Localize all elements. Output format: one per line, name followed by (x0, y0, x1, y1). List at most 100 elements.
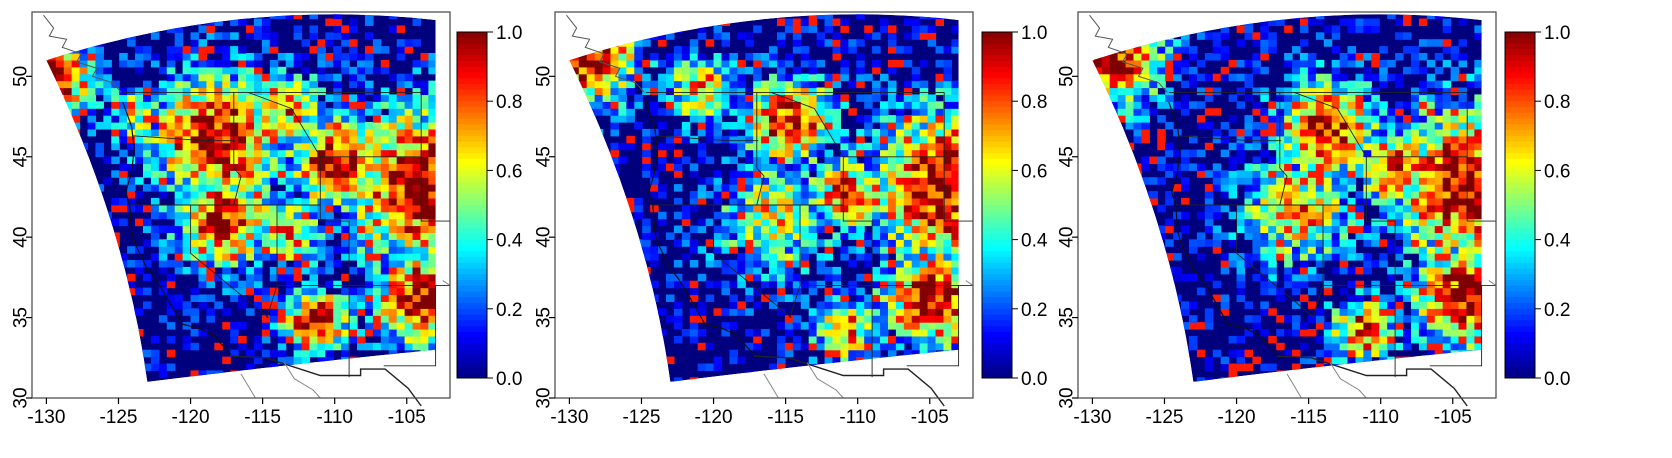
grid-cell (919, 253, 929, 261)
grid-cell (71, 87, 81, 96)
grid-cell (943, 142, 952, 151)
grid-cell (792, 294, 802, 302)
grid-cell (967, 295, 976, 303)
colorbar-swatch (982, 158, 1012, 166)
grid-cell (872, 308, 881, 316)
grid-cell (737, 170, 746, 178)
grid-cell (1093, 87, 1103, 96)
grid-cell (309, 80, 318, 89)
grid-cell (634, 335, 643, 344)
grid-cell (325, 73, 334, 82)
grid-cell (357, 184, 366, 192)
grid-cell (927, 170, 937, 178)
grid-cell (887, 232, 897, 240)
grid-cell (166, 349, 176, 358)
grid-cell (198, 204, 208, 213)
grid-cell (364, 225, 374, 234)
grid-cell (293, 349, 303, 358)
grid-cell (903, 149, 913, 158)
grid-cell (1117, 335, 1127, 344)
grid-cell (769, 122, 778, 130)
grid-cell (1173, 356, 1182, 365)
grid-cell (1220, 25, 1230, 33)
grid-cell (349, 53, 358, 61)
grid-cell (206, 280, 215, 289)
grid-cell (150, 115, 160, 123)
grid-cell (372, 170, 382, 178)
grid-cell (1181, 39, 1190, 47)
grid-cell (713, 115, 723, 123)
grid-cell (880, 322, 889, 330)
grid-cell (333, 149, 342, 158)
grid-cell (967, 343, 976, 351)
grid-cell (285, 101, 295, 109)
grid-cell (1188, 163, 1198, 171)
grid-cell (729, 122, 738, 130)
grid-cell (1093, 14, 1103, 20)
grid-cell (1236, 287, 1246, 296)
colorbar-swatch (457, 291, 487, 298)
grid-cell (713, 280, 723, 289)
grid-cell (919, 349, 929, 358)
grid-cell (967, 322, 976, 330)
grid-cell (158, 87, 168, 96)
grid-cell (63, 59, 73, 68)
grid-cell (317, 197, 326, 206)
grid-cell (46, 101, 49, 109)
grid-cell (887, 39, 897, 47)
grid-cell (380, 59, 390, 68)
grid-cell (341, 25, 350, 33)
grid-cell (658, 149, 667, 158)
grid-cell (206, 260, 215, 268)
grid-cell (713, 177, 723, 185)
x-tick-label: -120 (695, 407, 733, 428)
grid-cell (388, 156, 398, 165)
grid-cell (626, 135, 635, 144)
grid-cell (1212, 32, 1222, 40)
grid-cell (341, 322, 350, 330)
grid-cell (1078, 239, 1087, 247)
grid-cell (87, 280, 97, 289)
grid-cell (824, 211, 834, 220)
grid-cell (238, 163, 247, 171)
grid-cell (309, 204, 318, 213)
grid-cell (737, 101, 746, 109)
grid-cell (784, 294, 794, 302)
grid-cell (784, 135, 794, 144)
grid-cell (935, 73, 945, 82)
grid-cell (285, 170, 295, 178)
grid-cell (158, 101, 168, 109)
grid-cell (1141, 204, 1150, 213)
grid-cell (253, 356, 263, 365)
grid-cell (277, 266, 287, 275)
grid-cell (317, 142, 326, 151)
grid-cell (745, 342, 754, 351)
grid-cell (1228, 184, 1238, 192)
grid-cell (166, 322, 176, 330)
grid-cell (840, 349, 849, 358)
grid-cell (864, 253, 873, 261)
grid-cell (769, 246, 778, 254)
grid-cell (349, 308, 358, 316)
grid-cell (673, 66, 683, 75)
grid-cell (1268, 156, 1277, 165)
grid-cell (705, 108, 715, 116)
grid-cell (142, 53, 152, 61)
grid-cell (380, 115, 390, 123)
grid-cell (198, 46, 208, 54)
grid-cell (103, 87, 112, 96)
grid-cell (420, 280, 429, 289)
grid-cell (293, 177, 303, 185)
grid-cell (309, 308, 318, 316)
grid-cell (135, 66, 144, 75)
grid-cell (808, 66, 818, 75)
grid-cell (927, 197, 937, 206)
grid-cell (1165, 239, 1174, 247)
coastline (645, 101, 755, 356)
grid-cell (689, 204, 699, 213)
grid-cell (444, 274, 453, 282)
grid-cell (586, 14, 596, 20)
grid-cell (848, 377, 857, 382)
grid-cell (594, 149, 604, 158)
grid-cell (1284, 225, 1293, 234)
